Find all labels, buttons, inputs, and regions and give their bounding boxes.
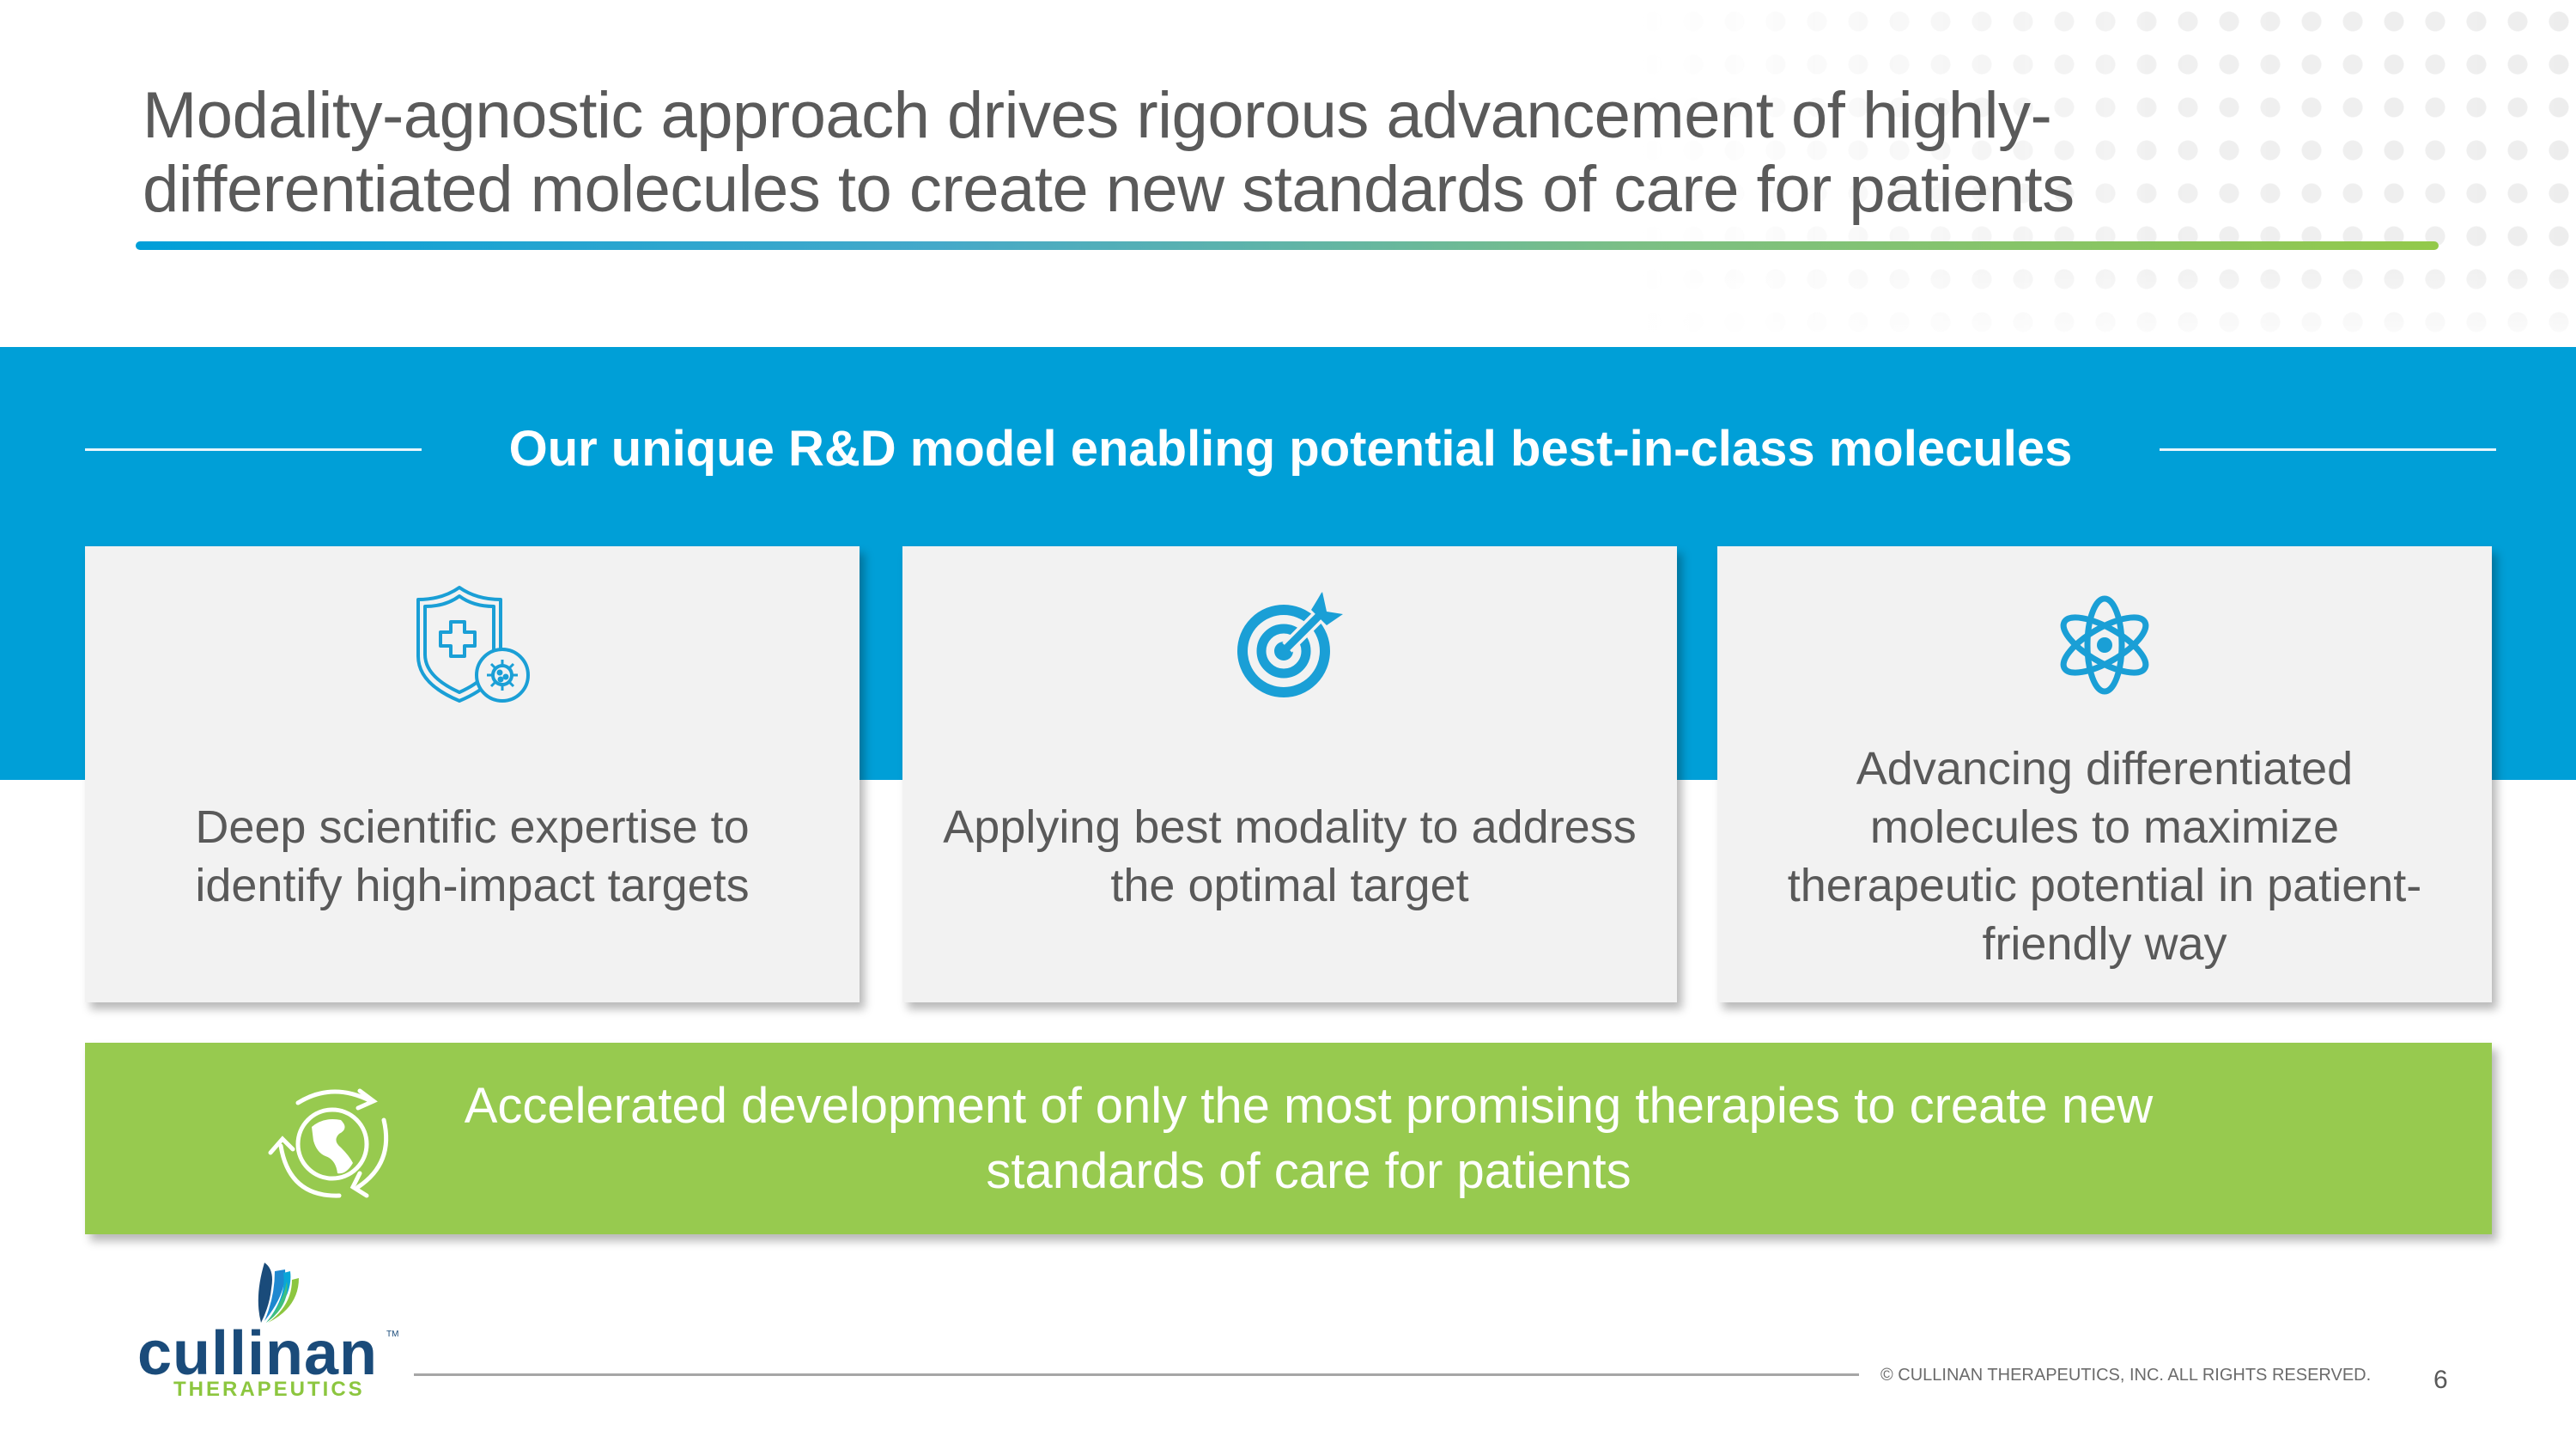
card-best-modality: Applying best modality to address the op… [902, 546, 1677, 1002]
card-differentiated-molecules: Advancing differentiated molecules to ma… [1717, 546, 2492, 1002]
card-text: Deep scientific expertise to identify hi… [195, 801, 750, 911]
target-arrow-icon [1225, 581, 1354, 709]
summary-banner: Accelerated development of only the most… [85, 1043, 2492, 1234]
slide-title-line-2: differentiated molecules to create new s… [143, 153, 2075, 226]
logo-wordmark: cullinan [137, 1319, 379, 1388]
cullinan-logo: cullinan TM THERAPEUTICS [137, 1263, 404, 1401]
shield-medical-virus-icon [408, 581, 537, 709]
footer-divider [414, 1373, 1859, 1376]
logo-subtitle: THERAPEUTICS [173, 1378, 365, 1401]
atom-icon [2040, 581, 2169, 709]
copyright-notice: © CULLINAN THERAPEUTICS, INC. ALL RIGHTS… [1880, 1366, 2372, 1385]
card-text: Applying best modality to address the op… [943, 801, 1637, 911]
logo-trademark: TM [386, 1330, 399, 1339]
slide-title-line-1: Modality-agnostic approach drives rigoro… [143, 79, 2052, 152]
globe-cycle-icon [264, 1077, 401, 1206]
slide-title: Modality-agnostic approach drives rigoro… [143, 79, 2461, 227]
page-number: 6 [2433, 1366, 2448, 1394]
section-heading: Our unique R&D model enabling potential … [508, 421, 2073, 477]
title-gradient-underline [136, 241, 2439, 250]
dot-pattern-fade [1631, 258, 2576, 361]
banner-text: Accelerated development of only the most… [464, 1077, 2154, 1199]
heading-divider-right [2160, 448, 2496, 451]
heading-divider-left [85, 448, 422, 451]
leaf-logo-icon [258, 1263, 299, 1323]
card-text: Advancing differentiated molecules to ma… [1787, 742, 2422, 970]
card-scientific-expertise: Deep scientific expertise to identify hi… [85, 546, 860, 1002]
